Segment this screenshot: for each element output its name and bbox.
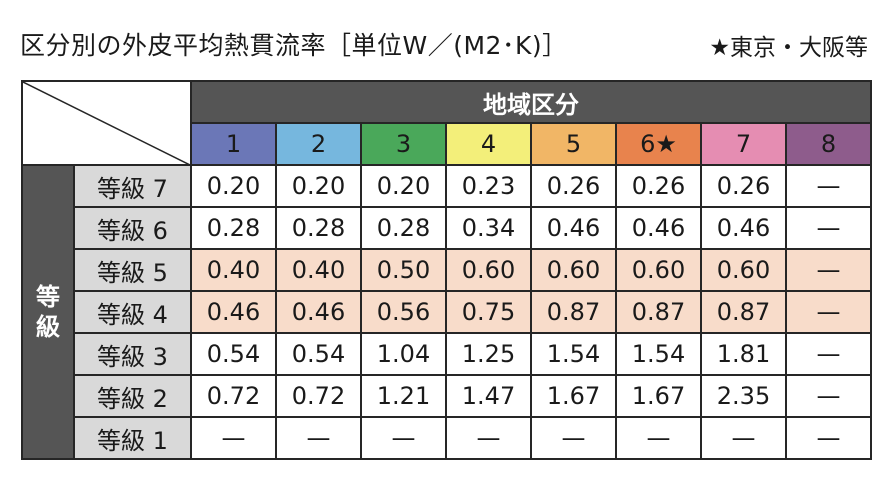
value-cell: — xyxy=(785,332,872,376)
grade-label: 等級 7 xyxy=(73,164,192,208)
grade-label: 等級 6 xyxy=(73,206,192,250)
value-cell: — xyxy=(445,416,532,460)
value-cell: 0.75 xyxy=(445,290,532,334)
value-cell: 0.50 xyxy=(360,248,447,292)
value-cell: 0.20 xyxy=(275,164,362,208)
value-cell: 1.81 xyxy=(700,332,787,376)
value-cell: 1.21 xyxy=(360,374,447,418)
value-cell: 0.60 xyxy=(700,248,787,292)
value-cell: 0.26 xyxy=(615,164,702,208)
region-1: 1 xyxy=(190,122,277,166)
value-cell: — xyxy=(785,206,872,250)
grade-label: 等級 3 xyxy=(73,332,192,376)
value-cell: — xyxy=(360,416,447,460)
value-cell: 0.87 xyxy=(615,290,702,334)
value-cell: 0.54 xyxy=(275,332,362,376)
value-cell: 0.46 xyxy=(700,206,787,250)
value-cell: — xyxy=(785,416,872,460)
value-cell: 0.40 xyxy=(190,248,277,292)
region-note: ★東京・大阪等 xyxy=(709,35,868,61)
grade-label: 等級 2 xyxy=(73,374,192,418)
value-cell: 0.26 xyxy=(530,164,617,208)
value-cell: 0.60 xyxy=(530,248,617,292)
value-cell: 0.20 xyxy=(360,164,447,208)
value-cell: 0.40 xyxy=(275,248,362,292)
value-cell: 0.54 xyxy=(190,332,277,376)
value-cell: 0.46 xyxy=(275,290,362,334)
table-row: 等級 6 0.28 0.28 0.28 0.34 0.46 0.46 0.46— xyxy=(22,206,872,250)
grade-label: 等級 4 xyxy=(73,290,192,334)
value-cell: — xyxy=(700,416,787,460)
table-row: 等級 1— — — — — — — — xyxy=(22,416,872,460)
table-row: 等級 2 0.72 0.72 1.21 1.47 1.67 1.67 2.35— xyxy=(22,374,872,418)
region-2: 2 xyxy=(275,122,362,166)
value-cell: 2.35 xyxy=(700,374,787,418)
value-cell: — xyxy=(190,416,277,460)
value-cell: 0.87 xyxy=(530,290,617,334)
region-header: 地域区分 xyxy=(190,80,872,124)
region-row: 1 2 3 4 5 6★ 7 8 xyxy=(22,122,872,166)
insulation-table: 地域区分 1 2 3 4 5 6★ 7 8 等級等級 7 0.20 0.20 0.20 0.23 0.2… xyxy=(21,80,872,460)
grade-label: 等級 5 xyxy=(73,248,192,292)
value-cell: 1.25 xyxy=(445,332,532,376)
value-cell: 0.26 xyxy=(700,164,787,208)
value-cell: 0.60 xyxy=(615,248,702,292)
value-cell: 1.04 xyxy=(360,332,447,376)
region-6: 6★ xyxy=(615,122,702,166)
value-cell: 0.28 xyxy=(275,206,362,250)
value-cell: 0.23 xyxy=(445,164,532,208)
value-cell: 0.56 xyxy=(360,290,447,334)
value-cell: 1.54 xyxy=(530,332,617,376)
region-4: 4 xyxy=(445,122,532,166)
value-cell: — xyxy=(785,290,872,334)
grade-group-label: 等級 xyxy=(21,164,75,460)
table-corner xyxy=(21,80,192,166)
value-cell: 0.28 xyxy=(360,206,447,250)
value-cell: — xyxy=(785,374,872,418)
value-cell: — xyxy=(530,416,617,460)
value-cell: 0.60 xyxy=(445,248,532,292)
value-cell: — xyxy=(785,164,872,208)
value-cell: — xyxy=(275,416,362,460)
table-title: 区分別の外皮平均熱貫流率［単位W／(M2･K)］ xyxy=(20,31,568,60)
value-cell: — xyxy=(785,248,872,292)
table-row: 等級 3 0.54 0.54 1.04 1.25 1.54 1.54 1.81— xyxy=(22,332,872,376)
value-cell: 0.87 xyxy=(700,290,787,334)
table-row: 等級等級 7 0.20 0.20 0.20 0.23 0.26 0.26 0.26— xyxy=(21,164,872,460)
value-cell: 1.67 xyxy=(530,374,617,418)
table-row: 等級 5 0.40 0.40 0.50 0.60 0.60 0.60 0.60— xyxy=(22,248,872,292)
value-cell: 0.20 xyxy=(190,164,277,208)
value-cell: 0.28 xyxy=(190,206,277,250)
value-cell: 1.67 xyxy=(615,374,702,418)
table-row: 等級 4 0.46 0.46 0.56 0.75 0.87 0.87 0.87— xyxy=(22,290,872,334)
header-row-1: 地域区分 xyxy=(21,80,872,166)
value-cell: 0.34 xyxy=(445,206,532,250)
corner-diagonal xyxy=(23,82,192,166)
region-8: 8 xyxy=(785,122,872,166)
value-cell: — xyxy=(615,416,702,460)
value-cell: 0.72 xyxy=(275,374,362,418)
value-cell: 0.46 xyxy=(190,290,277,334)
value-cell: 1.54 xyxy=(615,332,702,376)
region-5: 5 xyxy=(530,122,617,166)
value-cell: 0.46 xyxy=(615,206,702,250)
region-7: 7 xyxy=(700,122,787,166)
region-3: 3 xyxy=(360,122,447,166)
value-cell: 0.72 xyxy=(190,374,277,418)
value-cell: 1.47 xyxy=(445,374,532,418)
grade-label: 等級 1 xyxy=(73,416,192,460)
value-cell: 0.46 xyxy=(530,206,617,250)
